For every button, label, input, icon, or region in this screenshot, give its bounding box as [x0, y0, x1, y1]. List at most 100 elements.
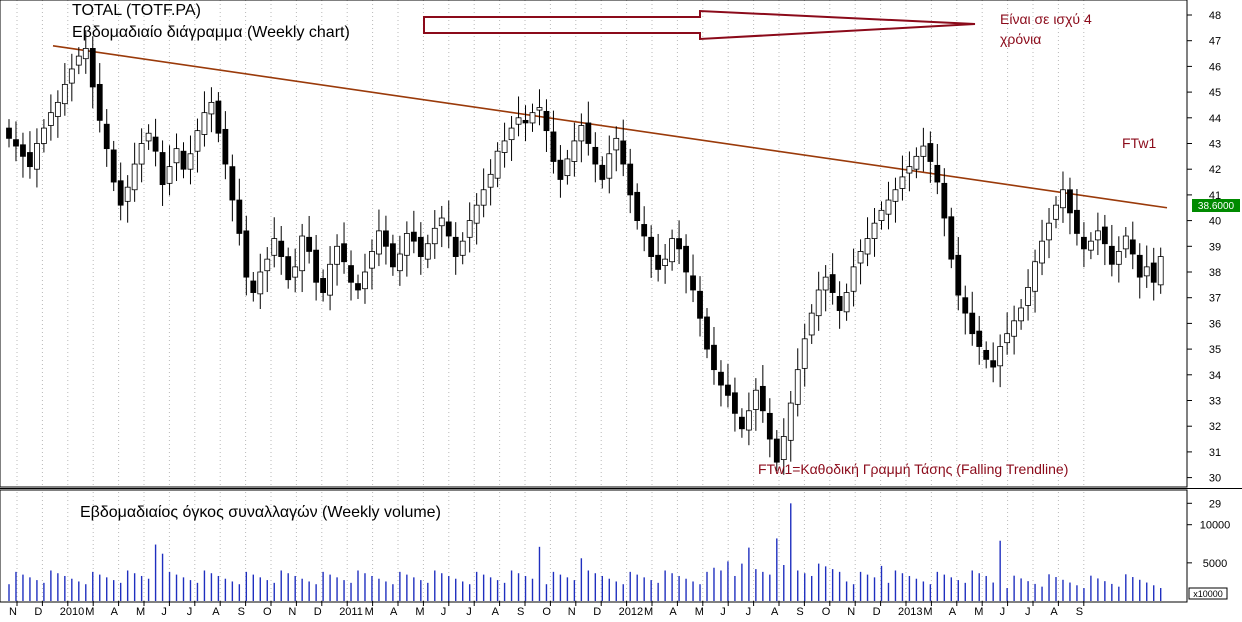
candle-body	[927, 143, 934, 162]
candle-body	[634, 191, 641, 222]
x-month-label: A	[212, 606, 220, 618]
x-month-label: M	[136, 606, 145, 618]
candle-body	[389, 243, 396, 268]
x-month-label: O	[822, 606, 831, 618]
x-month-label: A	[949, 606, 957, 618]
x-month-label: M	[365, 606, 374, 618]
candle-body	[794, 369, 801, 405]
x-month-label: N	[288, 606, 296, 618]
candle-body	[299, 235, 306, 272]
candle-body	[578, 125, 585, 142]
candle-body	[655, 254, 662, 270]
candle-body	[445, 221, 452, 237]
candle-body	[452, 236, 459, 257]
x-month-label: 2011	[339, 606, 363, 618]
candle-body	[1122, 235, 1129, 250]
grid	[16, 0, 1085, 601]
x-month-label: M	[85, 606, 94, 618]
x-month-label: M	[415, 606, 424, 618]
candle-body	[257, 271, 264, 295]
candle-body	[585, 122, 592, 144]
candle-body	[285, 256, 292, 281]
x-month-label: 2010	[60, 606, 84, 618]
candle-body	[536, 107, 543, 111]
candle-body	[815, 289, 822, 317]
candle-body	[1004, 333, 1011, 344]
candle-body	[676, 238, 682, 250]
candle-body	[878, 209, 885, 222]
candle-body	[529, 112, 536, 124]
candle-body	[110, 149, 117, 183]
candle-body	[690, 275, 696, 291]
trendline-label: FTw1	[1122, 135, 1156, 151]
candle-body	[494, 150, 501, 179]
candle-body	[745, 410, 752, 431]
candle-body	[250, 280, 257, 293]
x-month-label: J	[187, 606, 193, 618]
candle-body	[899, 176, 906, 189]
candle-body	[906, 166, 913, 174]
price-tick-label: 34	[1209, 370, 1221, 382]
annotation-arrow-text: Είναι σε ισχύ 4	[1000, 11, 1092, 27]
candle-body	[27, 152, 33, 168]
chart-subtitle: Εβδομαδιαίο διάγραμμα (Weekly chart)	[72, 24, 350, 41]
x-month-label: 2012	[619, 606, 643, 618]
x-month-label: J	[746, 606, 752, 618]
volume-title: Εβδομαδιαίος όγκος συναλλαγών (Weekly vo…	[80, 504, 441, 521]
x-month-label: O	[263, 606, 272, 618]
candles-layer	[6, 30, 1164, 475]
candle-body	[606, 153, 613, 179]
candle-body	[410, 231, 417, 242]
candle-body	[34, 143, 40, 170]
candle-body	[1150, 262, 1157, 283]
x-month-label: N	[847, 606, 855, 618]
price-tick-label: 48	[1209, 10, 1221, 22]
candle-body	[641, 224, 648, 237]
candle-body	[459, 240, 466, 256]
candle-body	[725, 384, 731, 396]
x-month-label: 2013	[898, 606, 922, 618]
candle-body	[1074, 209, 1080, 234]
candle-body	[780, 436, 787, 461]
candle-body	[955, 254, 962, 296]
candle-body	[264, 258, 271, 272]
price-tick-label: 44	[1209, 113, 1221, 125]
candle-body	[683, 245, 689, 273]
x-month-label: A	[669, 606, 677, 618]
candle-body	[13, 139, 19, 147]
candle-body	[1094, 230, 1101, 241]
candle-body	[752, 389, 759, 410]
x-month-label: J	[720, 606, 726, 618]
candle-body	[1046, 222, 1052, 241]
candle-body	[403, 233, 410, 256]
candle-body	[278, 240, 285, 257]
candle-body	[173, 148, 180, 164]
candle-body	[557, 159, 564, 180]
candle-body	[187, 153, 194, 170]
volume-multiplier-box	[1188, 587, 1228, 600]
candle-body	[990, 360, 997, 368]
volume-layer	[8, 503, 1162, 601]
candle-body	[20, 144, 26, 157]
x-month-label: J	[161, 606, 167, 618]
candle-body	[145, 132, 152, 142]
x-month-label: S	[517, 606, 524, 618]
candle-body	[47, 112, 54, 126]
candle-body	[822, 276, 829, 291]
price-tick-label: 46	[1209, 61, 1221, 73]
x-month-label: A	[1050, 606, 1058, 618]
candle-body	[313, 249, 320, 283]
candle-body	[808, 312, 815, 336]
candle-body	[201, 112, 208, 135]
candle-body	[1136, 254, 1143, 278]
candle-body	[417, 236, 424, 257]
trendline-legend: FTw1=Καθοδική Γραμμή Τάσης (Falling Tren…	[758, 461, 1068, 477]
candle-body	[697, 290, 703, 319]
candle-body	[564, 158, 571, 177]
candle-body	[801, 338, 808, 369]
candle-body	[61, 83, 68, 105]
candle-body	[550, 131, 557, 162]
candle-body	[424, 243, 431, 260]
candle-body	[766, 412, 773, 440]
